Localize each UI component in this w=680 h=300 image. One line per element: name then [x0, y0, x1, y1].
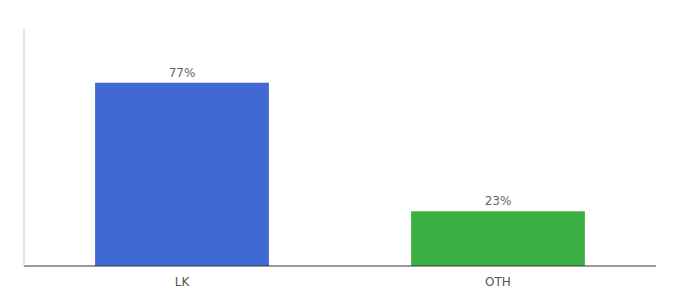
bar	[95, 83, 269, 266]
chart: 77% 23% LK OTH	[0, 0, 680, 300]
bars	[95, 83, 585, 266]
bar	[411, 211, 585, 266]
data-label: 77%	[169, 66, 196, 80]
x-axis-line	[24, 266, 656, 267]
x-tick-label: LK	[175, 275, 191, 289]
axes: LK OTH	[24, 28, 656, 289]
x-tick-label: OTH	[485, 275, 511, 289]
y-axis-line	[24, 28, 25, 266]
data-label: 23%	[485, 194, 512, 208]
chart-container: 77% 23% LK OTH	[0, 0, 680, 300]
data-labels: 77% 23%	[169, 66, 512, 209]
